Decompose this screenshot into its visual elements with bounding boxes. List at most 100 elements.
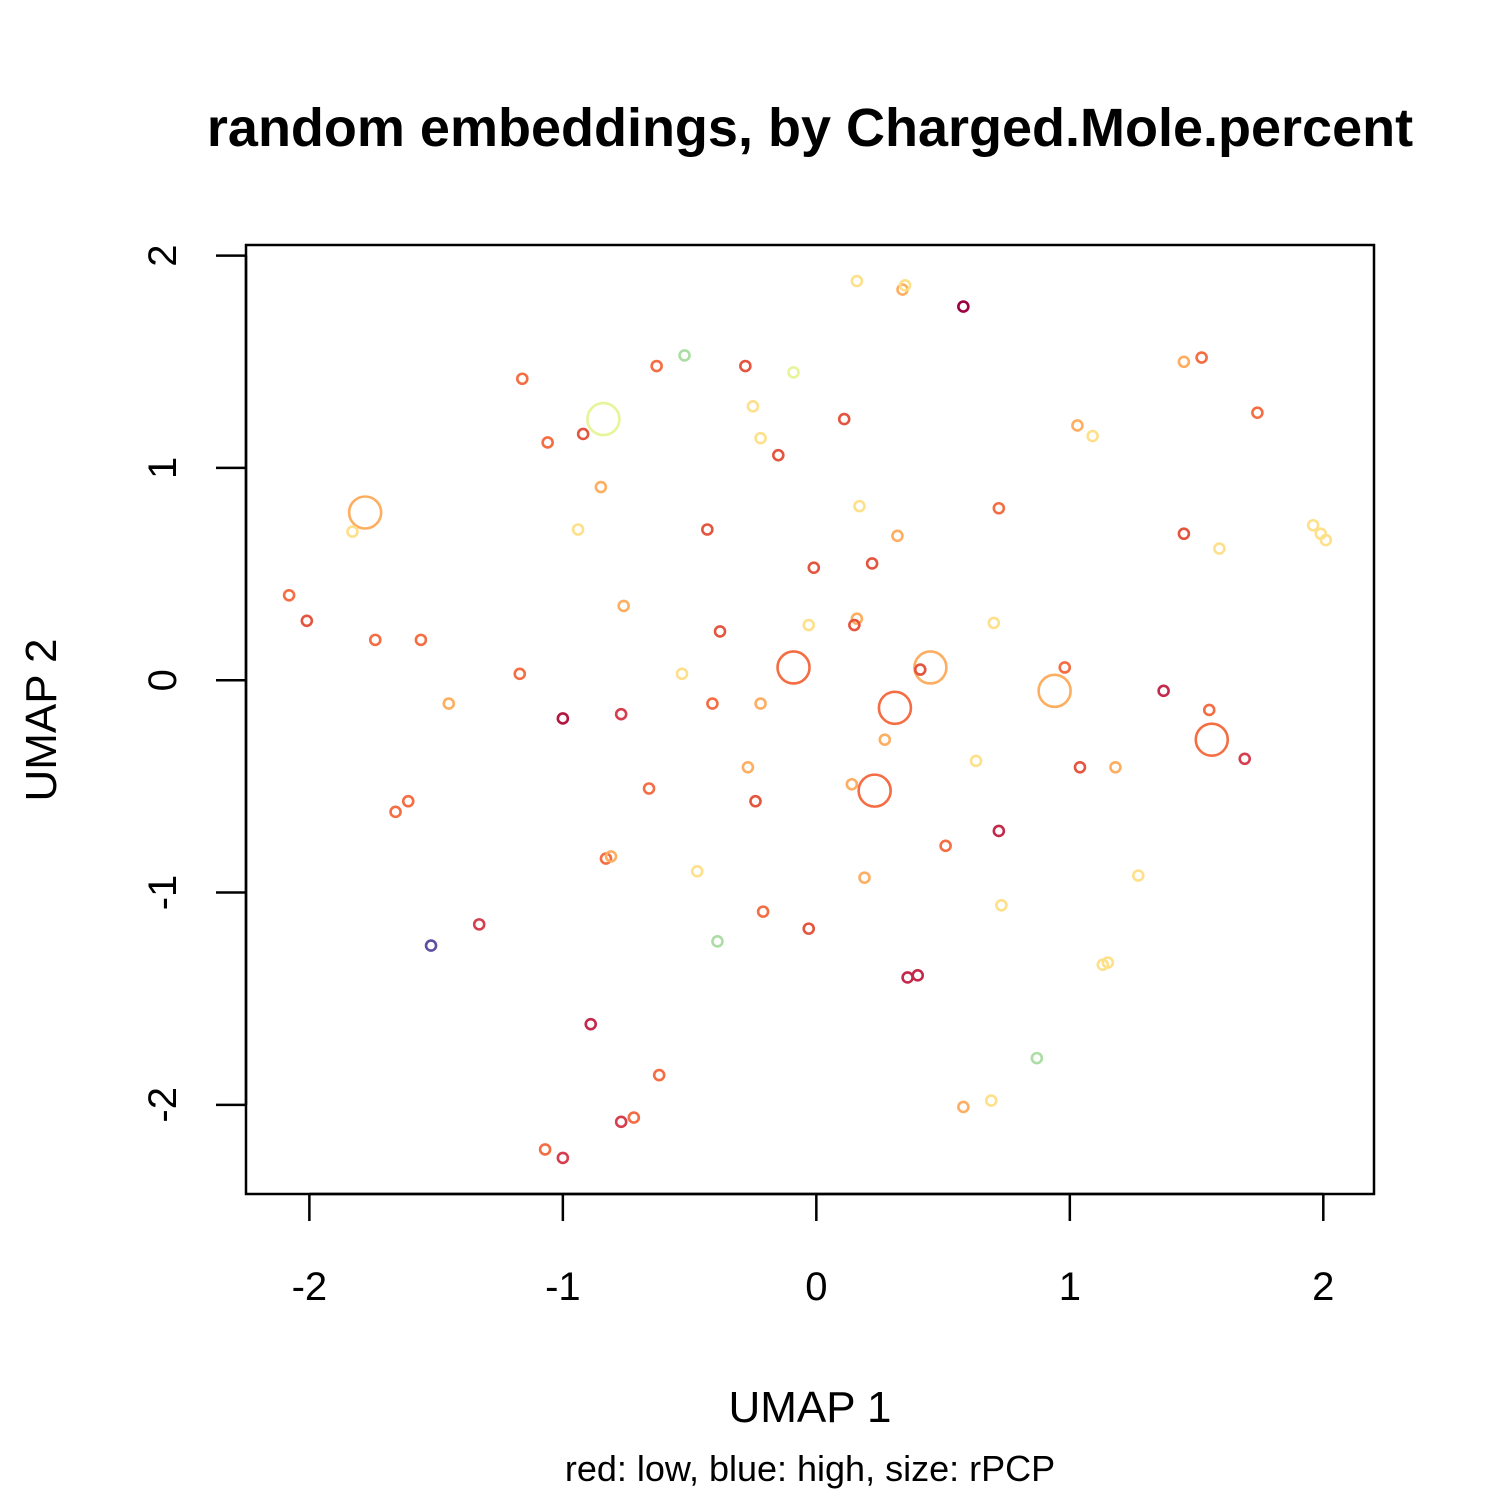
data-point — [1086, 429, 1099, 443]
x-tick-label: 2 — [1312, 1265, 1334, 1309]
data-point — [901, 971, 914, 984]
data-point — [1251, 406, 1264, 420]
x-tick-label: -2 — [292, 1265, 328, 1309]
data-point — [1177, 527, 1191, 541]
data-point — [850, 612, 864, 625]
data-point — [746, 400, 760, 413]
data-point — [992, 824, 1006, 838]
data-point — [787, 366, 800, 379]
data-point — [300, 614, 314, 628]
data-point — [627, 1111, 641, 1124]
data-point — [749, 794, 762, 808]
data-point — [1213, 542, 1226, 555]
data-point — [754, 697, 767, 710]
data-point — [878, 733, 892, 746]
data-point — [1238, 752, 1252, 766]
data-point — [776, 650, 811, 685]
data-point — [1030, 1051, 1044, 1065]
data-point — [987, 616, 1001, 630]
data-point — [1306, 518, 1320, 532]
data-point — [576, 427, 590, 441]
data-point — [845, 777, 859, 791]
y-tick-label: -2 — [141, 1087, 185, 1123]
data-point — [442, 697, 456, 710]
data-point — [857, 773, 892, 808]
data-point — [807, 561, 821, 575]
data-point — [957, 300, 970, 313]
data-point — [741, 760, 755, 774]
data-point — [347, 495, 383, 530]
y-axis: -2 -1 0 1 2 — [141, 244, 248, 1123]
data-point — [368, 633, 382, 647]
data-point — [513, 667, 527, 681]
y-axis-label: UMAP 2 — [17, 638, 66, 801]
data-point — [992, 501, 1006, 515]
data-point — [1101, 956, 1115, 969]
data-point — [772, 448, 785, 462]
data-point — [571, 523, 585, 536]
data-point — [346, 525, 359, 538]
data-points — [282, 274, 1333, 1165]
data-point — [472, 918, 486, 931]
data-point — [594, 480, 608, 494]
data-point — [1109, 760, 1122, 774]
data-point — [414, 633, 428, 647]
data-point — [690, 864, 704, 878]
data-point — [1073, 760, 1087, 774]
data-point — [556, 1151, 570, 1165]
x-tick-label: -1 — [545, 1265, 581, 1309]
data-point — [877, 690, 913, 726]
y-tick-label: 1 — [141, 457, 185, 479]
data-point — [913, 650, 948, 685]
data-point — [1319, 533, 1333, 547]
data-point — [678, 349, 691, 362]
data-point — [604, 850, 618, 863]
data-point — [614, 1115, 628, 1129]
data-point — [1071, 419, 1084, 432]
x-tick-label: 0 — [805, 1265, 827, 1309]
data-point — [984, 1094, 998, 1107]
y-tick-label: 0 — [141, 669, 185, 691]
data-point — [1131, 869, 1145, 882]
data-point — [1202, 703, 1216, 717]
data-point — [802, 922, 816, 935]
data-point — [1058, 661, 1072, 674]
data-point — [1037, 673, 1072, 709]
data-point — [1195, 351, 1208, 364]
data-point — [939, 839, 952, 853]
data-point — [675, 667, 689, 681]
data-point — [1157, 684, 1170, 698]
data-point — [617, 599, 630, 613]
data-point — [701, 523, 714, 536]
data-point — [541, 436, 554, 449]
data-point — [837, 412, 851, 426]
data-point — [706, 697, 719, 710]
data-point — [754, 431, 767, 445]
data-point — [652, 1068, 666, 1082]
data-point — [282, 589, 296, 602]
y-tick-label: -1 — [141, 875, 185, 911]
data-point — [848, 618, 861, 632]
data-point — [424, 939, 438, 952]
data-point — [739, 359, 752, 373]
data-point — [1177, 355, 1191, 369]
data-point — [584, 1017, 598, 1031]
data-point — [891, 529, 904, 543]
chart-caption: red: low, blue: high, size: rPCP — [565, 1448, 1055, 1489]
data-point — [995, 898, 1008, 912]
data-point — [389, 805, 402, 819]
data-point — [911, 969, 925, 982]
chart-title: random embeddings, by Charged.Mole.perce… — [207, 98, 1413, 158]
data-point — [850, 274, 864, 288]
data-point — [642, 782, 656, 795]
data-point — [898, 279, 912, 292]
data-point — [711, 935, 724, 948]
x-axis-label: UMAP 1 — [728, 1383, 891, 1432]
data-point — [586, 401, 621, 437]
data-point — [713, 625, 727, 638]
data-point — [538, 1143, 552, 1156]
x-tick-label: 1 — [1059, 1265, 1081, 1309]
data-point — [401, 794, 415, 808]
data-point — [957, 1100, 970, 1114]
